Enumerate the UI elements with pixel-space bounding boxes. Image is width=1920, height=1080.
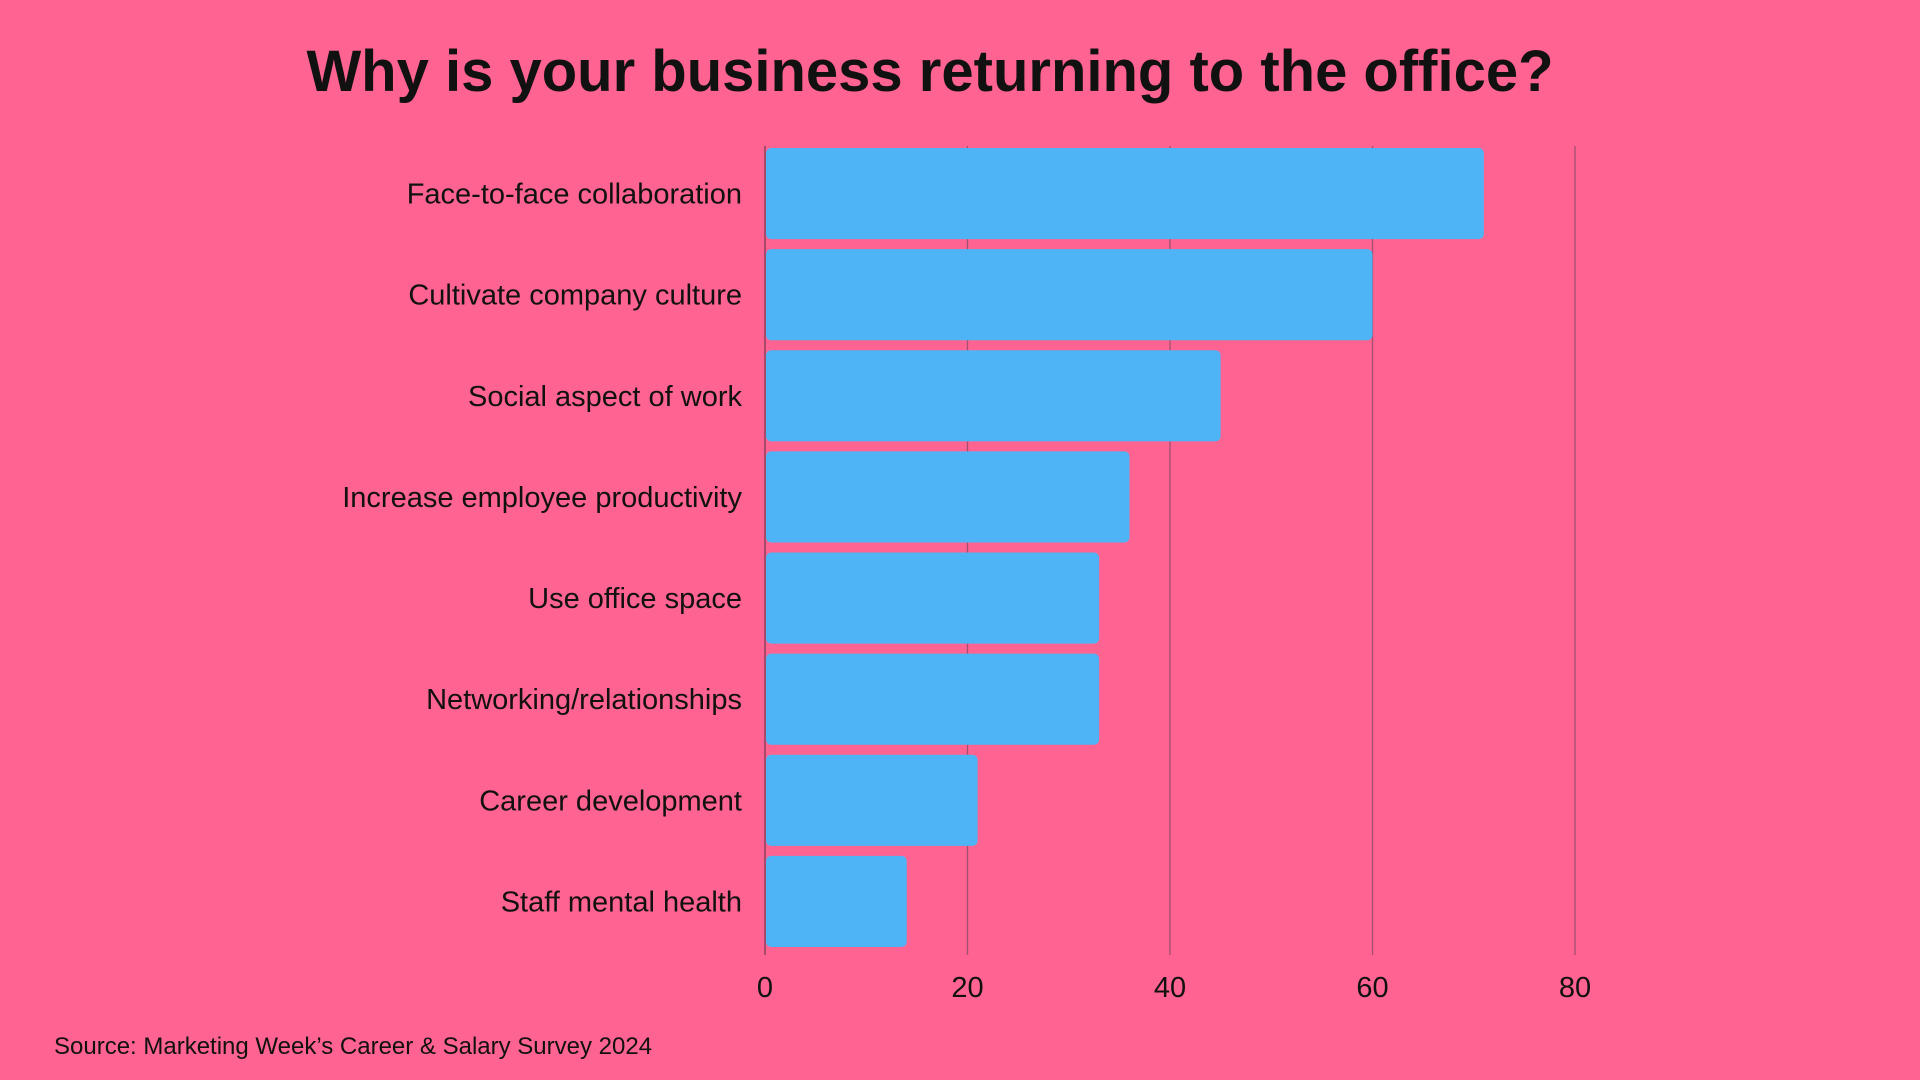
bar [766,754,978,846]
category-label: Career development [479,785,742,817]
category-label: Staff mental health [501,886,742,918]
category-label: Cultivate company culture [408,280,742,312]
bar [766,350,1221,442]
category-label: Networking/relationships [426,684,742,716]
bar [766,451,1130,543]
category-label: Social aspect of work [468,381,743,413]
chart-title: Why is your business returning to the of… [306,39,1554,104]
bar [766,249,1373,341]
x-tick-label: 0 [757,972,773,1004]
bar [766,855,907,947]
category-label: Increase employee productivity [342,482,742,514]
bar [766,653,1100,745]
bar [766,148,1484,240]
x-tick-label: 20 [951,972,983,1004]
category-label: Use office space [528,583,742,615]
x-tick-label: 40 [1154,972,1186,1004]
x-tick-label: 60 [1356,972,1388,1004]
x-tick-label: 80 [1559,972,1591,1004]
source-note: Source: Marketing Week’s Career & Salary… [54,1033,653,1060]
category-label: Face-to-face collaboration [407,179,742,211]
bar [766,552,1100,644]
